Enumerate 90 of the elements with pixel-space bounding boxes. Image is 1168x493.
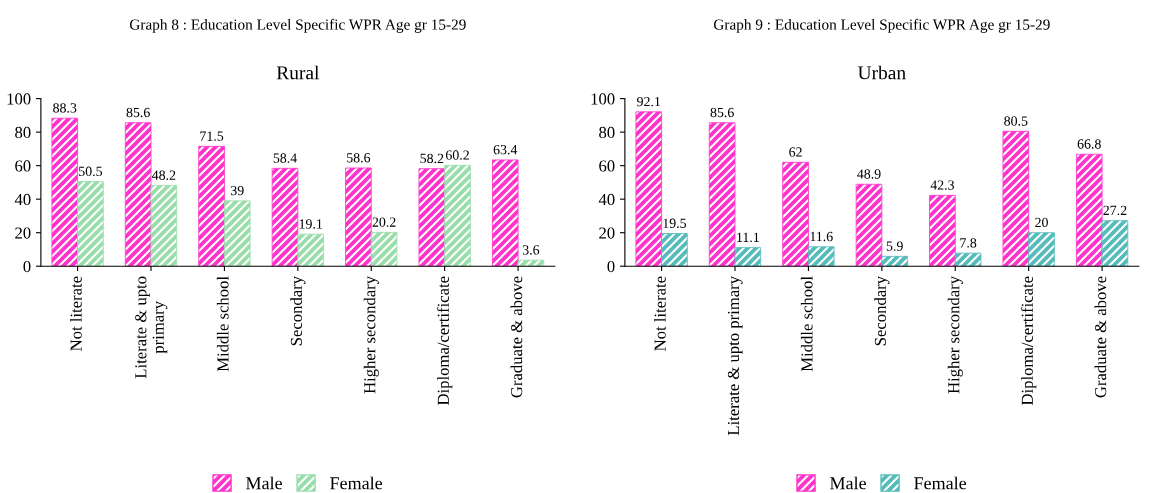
data-label: 3.6 xyxy=(522,245,540,255)
bar xyxy=(1028,232,1055,267)
x-tick-label: Secondary xyxy=(290,276,306,346)
legend-label: Male xyxy=(246,476,282,490)
bar xyxy=(51,117,79,267)
bar xyxy=(708,122,736,267)
bar xyxy=(224,200,251,267)
y-tick-label: 100 xyxy=(7,93,31,105)
bar xyxy=(150,185,178,267)
data-label: 20 xyxy=(1035,217,1048,228)
data-label: 71.5 xyxy=(200,131,224,141)
x-tick-label: Diploma/certificate xyxy=(1021,276,1037,406)
bar xyxy=(1075,153,1103,267)
data-label: 5.9 xyxy=(886,241,903,251)
data-label: 48.2 xyxy=(151,170,176,180)
bar xyxy=(297,233,324,267)
bar xyxy=(808,246,835,267)
data-label: 92.1 xyxy=(637,96,661,107)
x-tick-label: Not literate xyxy=(70,276,82,351)
bar xyxy=(517,259,545,267)
data-label: 27.2 xyxy=(1103,205,1127,216)
chart-title: Graph 9 : Education Level Specific WPR Age gr 15-29 xyxy=(713,18,1050,33)
y-tick-label: 20 xyxy=(15,227,31,239)
chart-subtitle: Rural xyxy=(276,65,320,80)
y-tick-label: 0 xyxy=(23,260,31,273)
bar xyxy=(782,161,809,267)
data-label: 58.6 xyxy=(347,153,371,163)
y-tick-label: 40 xyxy=(14,193,31,206)
data-label: 58.2 xyxy=(420,153,444,164)
bar xyxy=(929,194,956,267)
y-tick-label: 20 xyxy=(599,227,615,239)
x-tick-label: Diploma/certificate xyxy=(437,276,453,406)
x-tick-label: Middle school xyxy=(800,276,813,372)
y-tick-label: 0 xyxy=(607,260,615,273)
data-label: 85.6 xyxy=(710,107,734,118)
legend-label: Female xyxy=(330,476,383,490)
x-tick-label: Middle school xyxy=(216,276,229,372)
y-tick-label: 40 xyxy=(598,193,615,206)
bar xyxy=(345,167,372,267)
bar xyxy=(881,255,908,267)
data-label: 48.9 xyxy=(857,169,881,179)
x-tick-label: Higher secondary xyxy=(947,276,963,394)
x-tick-label: Literate & upto primary xyxy=(135,276,168,379)
y-tick-label: 100 xyxy=(591,93,615,105)
y-tick-label: 80 xyxy=(15,126,31,139)
data-label: 7.8 xyxy=(960,238,977,248)
y-tick-label: 60 xyxy=(15,160,31,172)
data-label: 80.5 xyxy=(1004,116,1028,126)
bar xyxy=(954,252,982,267)
data-label: 19.1 xyxy=(299,219,323,229)
data-label: 39 xyxy=(230,185,244,196)
data-label: 20.2 xyxy=(372,217,396,227)
bar xyxy=(77,181,104,267)
data-label: 85.6 xyxy=(126,107,150,118)
data-label: 66.8 xyxy=(1077,139,1101,149)
data-label: 11.6 xyxy=(810,231,833,242)
bar xyxy=(661,233,688,267)
bar xyxy=(418,168,446,267)
bar xyxy=(444,164,471,267)
y-tick-label: 60 xyxy=(599,160,615,172)
x-tick-label: Not literate xyxy=(654,276,666,351)
data-label: 42.3 xyxy=(930,180,955,190)
bar xyxy=(1101,220,1129,267)
bar xyxy=(734,247,762,267)
data-label: 60.2 xyxy=(445,150,469,160)
bar xyxy=(124,122,152,267)
data-label: 62 xyxy=(789,147,802,157)
bar xyxy=(1002,130,1030,267)
data-label: 63.4 xyxy=(493,145,518,155)
data-label: 88.3 xyxy=(53,103,77,113)
x-tick-label: Graduate & above xyxy=(1094,276,1107,398)
x-tick-label: Higher secondary xyxy=(363,276,379,394)
x-tick-label: Graduate & above xyxy=(510,276,523,398)
legend-label: Female xyxy=(914,476,967,490)
data-label: 50.5 xyxy=(79,166,103,177)
data-label: 19.5 xyxy=(663,218,687,228)
x-tick-label: Literate & upto primary xyxy=(727,276,743,436)
legend-label: Male xyxy=(830,476,866,490)
bar xyxy=(491,159,519,267)
bar xyxy=(198,145,225,267)
chart-subtitle: Urban xyxy=(857,65,906,80)
bar xyxy=(635,111,663,267)
bar xyxy=(271,167,299,267)
x-tick-label: Secondary xyxy=(874,276,890,346)
data-label: 11.1 xyxy=(737,232,759,243)
y-tick-label: 80 xyxy=(599,126,615,139)
chart-title: Graph 8 : Education Level Specific WPR Age gr 15-29 xyxy=(129,18,466,33)
bar xyxy=(370,231,398,267)
bar xyxy=(855,183,883,267)
data-label: 58.4 xyxy=(273,153,297,163)
